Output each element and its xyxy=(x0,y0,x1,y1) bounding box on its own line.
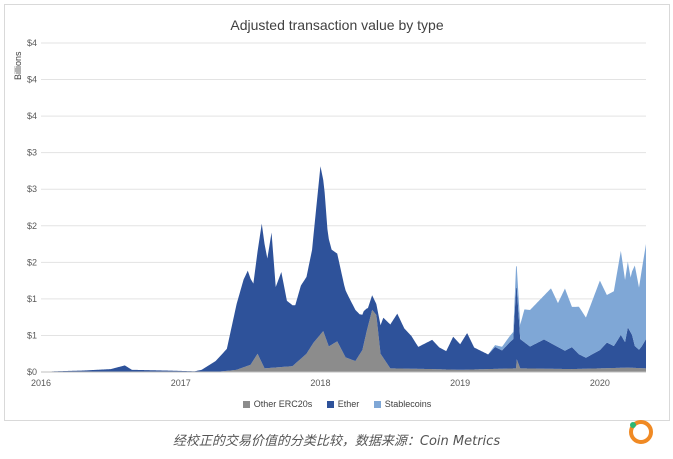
chart-frame: Adjusted transaction value by type Billi… xyxy=(4,4,670,421)
legend-swatch xyxy=(242,400,250,408)
figure-caption: 经校正的交易价值的分类比较，数据来源：Coin Metrics xyxy=(172,434,501,449)
area-chart: $0 $1 $1 $2 $2 $3 $3 $4 $4 $4 2016 2017 2018 2019 202… xyxy=(27,38,646,388)
x-tick-label: 2020 xyxy=(590,378,610,388)
area-stablecoins xyxy=(41,166,646,372)
x-tick-label: 2016 xyxy=(31,378,51,388)
y-tick-label: $3 xyxy=(27,184,37,194)
legend-swatch xyxy=(373,400,381,408)
chart-title: Adjusted transaction value by type xyxy=(230,17,444,33)
series-areas xyxy=(41,166,646,372)
y-tick-label: $4 xyxy=(27,111,37,121)
y-tick-labels: $0 $1 $1 $2 $2 $3 $3 $4 $4 $4 xyxy=(27,38,37,377)
legend-label: Other ERC20s xyxy=(253,399,313,409)
x-tick-label: 2018 xyxy=(310,378,330,388)
legend-swatch xyxy=(326,400,334,408)
legend-item-ether: Ether xyxy=(326,399,360,409)
x-tick-labels: 2016 2017 2018 2019 2020 xyxy=(31,378,610,388)
y-tick-label: $1 xyxy=(27,330,37,340)
legend-label: Stablecoins xyxy=(384,399,432,409)
legend: Other ERC20s Ether Stablecoins xyxy=(5,399,669,410)
legend-item-stablecoins: Stablecoins xyxy=(373,399,432,409)
y-tick-label: $3 xyxy=(27,148,37,158)
y-tick-label: $4 xyxy=(27,75,37,85)
area-other-erc20s xyxy=(41,309,646,372)
logo-icon xyxy=(629,420,653,444)
y-tick-label: $0 xyxy=(27,367,37,377)
y-tick-label: $2 xyxy=(27,221,37,231)
y-tick-label: $1 xyxy=(27,294,37,304)
y-tick-label: $2 xyxy=(27,257,37,267)
x-tick-label: 2017 xyxy=(171,378,191,388)
y-tick-label: $4 xyxy=(27,38,37,48)
legend-label: Ether xyxy=(337,399,360,409)
x-tick-label: 2019 xyxy=(450,378,470,388)
area-ether xyxy=(41,166,646,372)
legend-item-other-erc20s: Other ERC20s xyxy=(242,399,313,409)
